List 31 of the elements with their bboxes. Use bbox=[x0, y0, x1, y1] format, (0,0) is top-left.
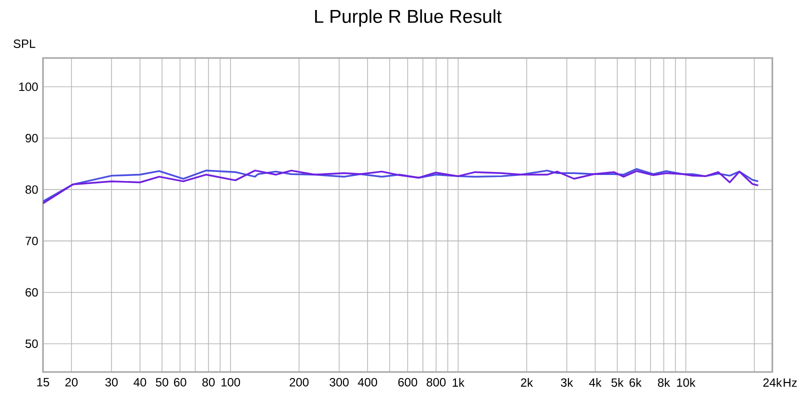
x-tick-label: 5k bbox=[611, 378, 624, 387]
x-tick-label: 600 bbox=[398, 378, 418, 386]
x-tick-label: 100 bbox=[221, 378, 240, 386]
y-tick-label: 50 bbox=[25, 339, 38, 348]
y-tick-label: 100 bbox=[19, 82, 38, 92]
y-axis-title: SPL bbox=[14, 39, 36, 48]
chart-title: L Purple R Blue Result bbox=[315, 9, 502, 27]
x-tick-label: 10k bbox=[677, 378, 696, 387]
x-tick-label: 3k bbox=[560, 378, 574, 387]
y-tick-label: 80 bbox=[26, 185, 38, 194]
x-tick-label: 200 bbox=[290, 378, 309, 386]
x-tick-label: 2k bbox=[520, 378, 534, 387]
x-tick-label: 40 bbox=[134, 378, 146, 386]
x-axis-title: Hz bbox=[784, 378, 797, 387]
x-tick-label: 15 bbox=[37, 378, 50, 386]
x-tick-label: 50 bbox=[156, 378, 168, 386]
y-tick-label: 60 bbox=[26, 288, 38, 297]
y-tick-label: 70 bbox=[26, 236, 38, 246]
x-tick-label: 6k bbox=[630, 378, 642, 387]
x-tick-label: 80 bbox=[202, 378, 215, 386]
x-tick-label: 20 bbox=[65, 378, 78, 386]
x-tick-label: 60 bbox=[174, 378, 186, 386]
x-tick-label: 30 bbox=[105, 378, 118, 386]
x-tick-label: 4k bbox=[589, 378, 602, 387]
y-tick-label: 90 bbox=[26, 134, 38, 142]
x-tick-label: 8k bbox=[658, 378, 670, 387]
x-tick-label: 24k bbox=[763, 378, 782, 387]
x-tick-label: 400 bbox=[358, 378, 378, 386]
x-tick-label: 1k bbox=[452, 378, 465, 387]
x-tick-label: 800 bbox=[426, 378, 446, 386]
x-tick-label: 300 bbox=[330, 378, 349, 386]
